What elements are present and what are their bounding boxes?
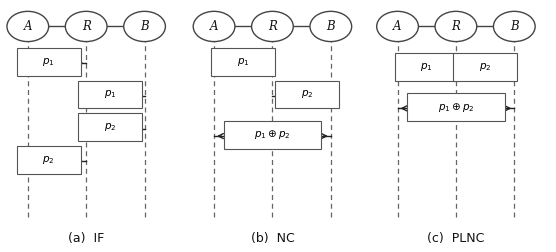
FancyBboxPatch shape	[453, 53, 517, 81]
Text: R: R	[82, 20, 91, 33]
Text: $p_2$: $p_2$	[301, 88, 314, 101]
FancyBboxPatch shape	[224, 121, 321, 149]
Text: R: R	[268, 20, 277, 33]
Text: R: R	[451, 20, 460, 33]
FancyBboxPatch shape	[17, 146, 81, 174]
Text: (a)  IF: (a) IF	[68, 232, 105, 245]
FancyBboxPatch shape	[17, 48, 81, 76]
FancyBboxPatch shape	[395, 53, 459, 81]
FancyBboxPatch shape	[78, 81, 142, 108]
FancyBboxPatch shape	[275, 81, 339, 108]
Text: $p_2$: $p_2$	[42, 154, 55, 166]
Text: $p_1 \oplus p_2$: $p_1 \oplus p_2$	[254, 128, 291, 141]
Text: $p_1$: $p_1$	[103, 88, 116, 101]
Text: $p_1$: $p_1$	[420, 61, 433, 73]
Text: (b)  NC: (b) NC	[251, 232, 294, 245]
Ellipse shape	[494, 11, 535, 42]
Ellipse shape	[124, 11, 166, 42]
Ellipse shape	[435, 11, 477, 42]
Text: B: B	[140, 20, 149, 33]
Text: B: B	[510, 20, 519, 33]
Text: A: A	[210, 20, 219, 33]
Text: $p_1 \oplus p_2$: $p_1 \oplus p_2$	[438, 101, 474, 114]
Text: A: A	[23, 20, 32, 33]
Ellipse shape	[251, 11, 294, 42]
Text: A: A	[393, 20, 402, 33]
Text: B: B	[326, 20, 335, 33]
FancyBboxPatch shape	[78, 113, 142, 141]
FancyBboxPatch shape	[408, 93, 505, 121]
Text: $p_1$: $p_1$	[42, 56, 55, 68]
Ellipse shape	[66, 11, 107, 42]
FancyBboxPatch shape	[211, 48, 275, 76]
Text: (c)  PLNC: (c) PLNC	[427, 232, 485, 245]
Text: $p_2$: $p_2$	[103, 121, 116, 133]
Text: $p_1$: $p_1$	[237, 56, 250, 68]
Ellipse shape	[7, 11, 49, 42]
Text: $p_2$: $p_2$	[479, 61, 492, 73]
Ellipse shape	[376, 11, 419, 42]
Ellipse shape	[193, 11, 235, 42]
Ellipse shape	[310, 11, 352, 42]
